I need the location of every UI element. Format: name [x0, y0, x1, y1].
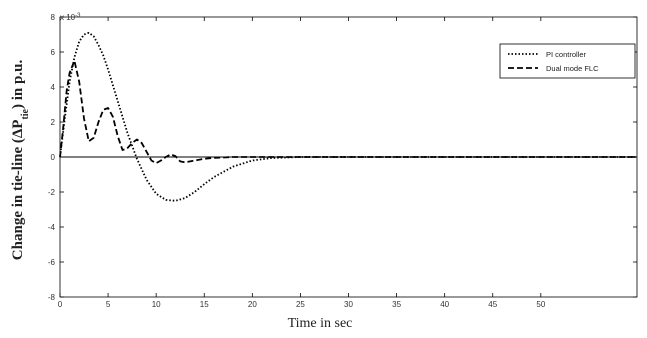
x-tick-label: 25	[296, 300, 305, 309]
y-scale-multiplier: x 10-3	[60, 13, 81, 22]
x-tick-label: 40	[440, 300, 449, 309]
legend-label-pi: PI controller	[546, 50, 587, 59]
y-tick-label: 2	[51, 118, 56, 127]
y-tick-label: -6	[48, 258, 56, 267]
x-tick-label: 10	[152, 300, 161, 309]
y-axis-ticks: 8 6 4 2 0 -2 -4 -6 -8	[48, 13, 637, 302]
legend-label-flc: Dual mode FLC	[546, 64, 599, 73]
x-tick-label: 5	[106, 300, 111, 309]
x-tick-label: 0	[58, 300, 63, 309]
x-axis-label: Time in sec	[288, 316, 353, 331]
y-tick-label: 8	[51, 13, 56, 22]
x-tick-label: 45	[488, 300, 497, 309]
x-tick-label: 20	[248, 300, 257, 309]
series-lines	[59, 31, 637, 202]
y-tick-label: -2	[48, 188, 56, 197]
x-axis-ticks: 0 5 10 15 20 25 30 35 40 45 50	[58, 17, 546, 309]
y-tick-label: 6	[51, 48, 56, 57]
legend: PI controller Dual mode FLC	[499, 43, 636, 79]
legend-box	[499, 43, 636, 79]
x-tick-label: 15	[200, 300, 209, 309]
y-tick-label: -4	[48, 223, 56, 232]
y-tick-label: -8	[48, 293, 56, 302]
y-axis-label: Change in tie-line (ΔPtie) in p.u.	[10, 60, 31, 261]
x-tick-label: 50	[536, 300, 545, 309]
y-tick-label: 0	[51, 153, 56, 162]
x-tick-label: 35	[392, 300, 401, 309]
series-line-dual-mode-flc	[59, 59, 637, 165]
y-tick-label: 4	[51, 83, 56, 92]
x-tick-label: 30	[344, 300, 353, 309]
